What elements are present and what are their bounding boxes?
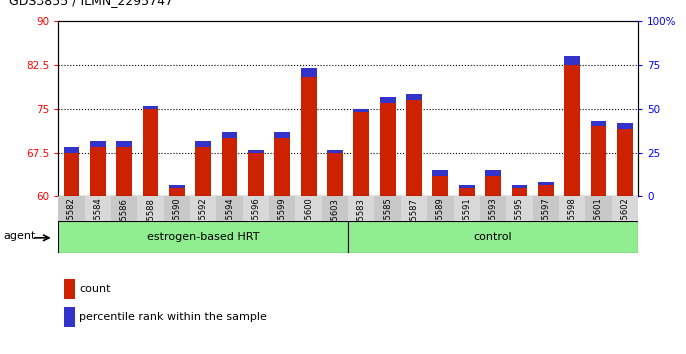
Text: GSM535591: GSM535591 xyxy=(462,198,471,249)
Bar xyxy=(432,170,448,176)
Bar xyxy=(169,188,185,196)
Text: GSM535582: GSM535582 xyxy=(67,198,76,249)
Bar xyxy=(137,196,164,221)
Text: GSM535586: GSM535586 xyxy=(119,198,129,249)
Bar xyxy=(559,196,585,221)
Text: agent: agent xyxy=(3,230,35,241)
Text: GSM535589: GSM535589 xyxy=(436,198,445,249)
Text: GSM535590: GSM535590 xyxy=(172,198,181,249)
Bar xyxy=(591,126,606,196)
Text: GSM535598: GSM535598 xyxy=(567,198,577,249)
Bar xyxy=(591,120,606,126)
Bar xyxy=(485,170,501,176)
Bar xyxy=(58,196,84,221)
Text: GSM535594: GSM535594 xyxy=(225,198,234,249)
Bar xyxy=(459,185,475,188)
Text: GSM535603: GSM535603 xyxy=(331,198,340,249)
Bar xyxy=(90,147,106,196)
Bar xyxy=(506,196,532,221)
Bar xyxy=(617,129,632,196)
Text: GSM535592: GSM535592 xyxy=(199,198,208,249)
Bar xyxy=(196,141,211,147)
Bar xyxy=(164,196,190,221)
Bar xyxy=(353,112,369,196)
Bar xyxy=(58,221,348,253)
Bar xyxy=(143,106,158,109)
Bar xyxy=(274,138,290,196)
Bar xyxy=(169,185,185,188)
Bar xyxy=(432,176,448,196)
Bar xyxy=(612,196,638,221)
Bar xyxy=(243,196,269,221)
Bar xyxy=(532,196,559,221)
Bar xyxy=(327,150,343,153)
Text: GSM535595: GSM535595 xyxy=(515,198,524,249)
Bar xyxy=(274,132,290,138)
Bar xyxy=(116,147,132,196)
Text: estrogen-based HRT: estrogen-based HRT xyxy=(147,232,259,242)
Bar xyxy=(196,147,211,196)
Bar xyxy=(327,153,343,196)
Bar xyxy=(512,188,528,196)
Text: GSM535593: GSM535593 xyxy=(488,198,497,249)
Bar xyxy=(406,100,422,196)
Bar xyxy=(617,124,632,129)
Bar xyxy=(300,77,316,196)
Text: GSM535588: GSM535588 xyxy=(146,198,155,249)
Text: percentile rank within the sample: percentile rank within the sample xyxy=(79,312,267,322)
Text: GSM535587: GSM535587 xyxy=(410,198,418,249)
Bar xyxy=(222,138,237,196)
Bar xyxy=(512,185,528,188)
Bar xyxy=(143,109,158,196)
Bar xyxy=(406,94,422,100)
Bar xyxy=(348,196,375,221)
Bar xyxy=(190,196,216,221)
Bar xyxy=(64,307,75,327)
Bar xyxy=(564,56,580,65)
Text: GSM535584: GSM535584 xyxy=(93,198,102,249)
Text: GSM535601: GSM535601 xyxy=(594,198,603,249)
Bar xyxy=(64,153,80,196)
Bar xyxy=(480,196,506,221)
Bar xyxy=(380,103,396,196)
Bar xyxy=(248,150,264,153)
Bar xyxy=(459,188,475,196)
Text: GSM535599: GSM535599 xyxy=(278,198,287,249)
Bar xyxy=(84,196,111,221)
Text: control: control xyxy=(474,232,512,242)
Text: GSM535585: GSM535585 xyxy=(383,198,392,249)
Bar xyxy=(64,147,80,153)
Bar xyxy=(538,185,554,196)
Bar xyxy=(222,132,237,138)
Bar xyxy=(375,196,401,221)
Bar xyxy=(353,109,369,112)
Bar xyxy=(248,153,264,196)
Text: GSM535583: GSM535583 xyxy=(357,198,366,249)
Bar xyxy=(427,196,453,221)
Bar xyxy=(111,196,137,221)
Bar xyxy=(300,68,316,77)
Text: GSM535602: GSM535602 xyxy=(620,198,629,249)
Bar xyxy=(296,196,322,221)
Bar xyxy=(485,176,501,196)
Bar xyxy=(564,65,580,196)
Bar xyxy=(216,196,243,221)
Text: count: count xyxy=(79,284,110,294)
Bar xyxy=(538,182,554,185)
Bar xyxy=(585,196,612,221)
Bar xyxy=(116,141,132,147)
Bar xyxy=(401,196,427,221)
Text: GSM535600: GSM535600 xyxy=(304,198,313,249)
Bar xyxy=(348,221,638,253)
Bar xyxy=(64,279,75,299)
Text: GSM535596: GSM535596 xyxy=(252,198,261,249)
Bar xyxy=(322,196,348,221)
Text: GDS3855 / ILMN_2295747: GDS3855 / ILMN_2295747 xyxy=(9,0,173,7)
Bar xyxy=(380,97,396,103)
Text: GSM535597: GSM535597 xyxy=(541,198,550,249)
Bar xyxy=(453,196,480,221)
Bar xyxy=(90,141,106,147)
Bar xyxy=(269,196,296,221)
